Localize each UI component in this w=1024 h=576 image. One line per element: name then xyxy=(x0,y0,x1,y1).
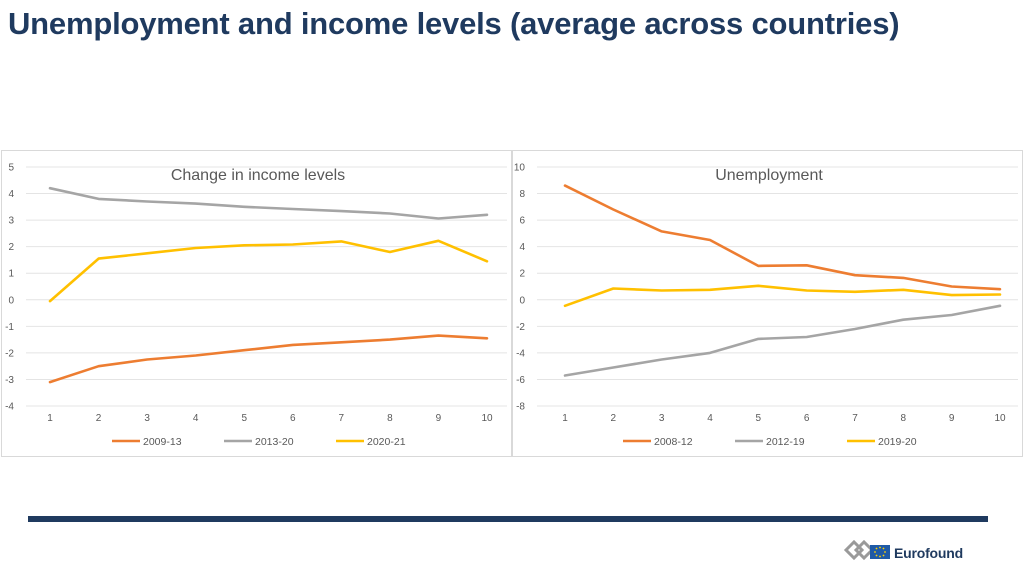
legend-label: 2009-13 xyxy=(143,436,182,448)
y-tick-label: 8 xyxy=(519,189,525,200)
footer-bar xyxy=(28,516,988,522)
y-tick-label: 0 xyxy=(8,295,14,306)
x-tick-label: 8 xyxy=(901,413,907,424)
series-line-2012-19 xyxy=(563,304,1002,377)
x-tick-label: 4 xyxy=(707,413,713,424)
legend-label: 2012-19 xyxy=(766,436,805,448)
x-tick-label: 3 xyxy=(659,413,665,424)
x-tick-label: 1 xyxy=(562,413,568,424)
y-tick-label: -6 xyxy=(516,375,525,386)
chart-title: Unemployment xyxy=(715,167,823,184)
x-tick-label: 8 xyxy=(387,413,393,424)
series-line-2008-12 xyxy=(563,184,1002,291)
y-tick-label: 5 xyxy=(8,163,14,174)
y-tick-label: 4 xyxy=(8,189,14,200)
chart-title: Change in income levels xyxy=(171,167,345,184)
x-tick-label: 5 xyxy=(756,413,762,424)
y-tick-label: 0 xyxy=(519,295,525,306)
legend-label: 2013-20 xyxy=(255,436,294,448)
y-tick-label: -1 xyxy=(5,322,14,333)
x-tick-label: 2 xyxy=(96,413,102,424)
x-tick-label: 2 xyxy=(611,413,617,424)
unemployment-chart-panel: -8 -6 -4 -2 0 2 4 6 8 10 1 2 3 4 5 6 7 8 9 10 Unemployment 20… xyxy=(512,150,1023,457)
series-line-2019-20 xyxy=(563,284,1002,308)
x-tick-label: 4 xyxy=(193,413,199,424)
slide-title: Unemployment and income levels (average … xyxy=(8,6,900,41)
y-tick-label: -2 xyxy=(5,348,14,359)
x-tick-label: 9 xyxy=(436,413,442,424)
y-tick-label: -4 xyxy=(5,402,14,413)
y-tick-label: 6 xyxy=(519,216,525,227)
legend-label: 2020-21 xyxy=(367,436,406,448)
y-tick-label: -8 xyxy=(516,402,525,413)
x-tick-label: 7 xyxy=(339,413,345,424)
y-tick-label: 2 xyxy=(519,269,525,280)
y-tick-label: -4 xyxy=(516,348,525,359)
x-tick-label: 10 xyxy=(994,413,1006,424)
x-tick-label: 6 xyxy=(290,413,296,424)
series-line-2009-13 xyxy=(48,334,489,384)
eurofound-logo-icon xyxy=(843,539,890,561)
y-tick-label: 4 xyxy=(519,242,525,253)
x-tick-label: 6 xyxy=(804,413,810,424)
y-tick-label: 10 xyxy=(514,163,526,174)
series-line-2020-21 xyxy=(48,239,489,303)
series-line-2013-20 xyxy=(48,186,489,220)
x-tick-label: 1 xyxy=(47,413,53,424)
y-tick-label: 2 xyxy=(8,242,14,253)
legend-label: 2008-12 xyxy=(654,436,693,448)
x-tick-label: 10 xyxy=(481,413,493,424)
x-tick-label: 9 xyxy=(949,413,955,424)
income-chart: -4 -3 -2 -1 0 1 2 3 4 5 1 2 3 4 5 6 7 8 9 10 Change in incom… xyxy=(5,163,507,448)
x-tick-label: 7 xyxy=(852,413,858,424)
y-tick-label: 3 xyxy=(8,216,14,227)
y-tick-label: 1 xyxy=(8,269,14,280)
x-tick-label: 5 xyxy=(241,413,247,424)
eurofound-logo-text: Eurofound xyxy=(894,545,963,561)
income-chart-panel: -4 -3 -2 -1 0 1 2 3 4 5 1 2 3 4 5 6 7 8 9 10 Change in incom… xyxy=(1,150,512,457)
legend-label: 2019-20 xyxy=(878,436,917,448)
y-tick-label: -3 xyxy=(5,375,14,386)
y-tick-label: -2 xyxy=(516,322,525,333)
x-tick-label: 3 xyxy=(144,413,150,424)
